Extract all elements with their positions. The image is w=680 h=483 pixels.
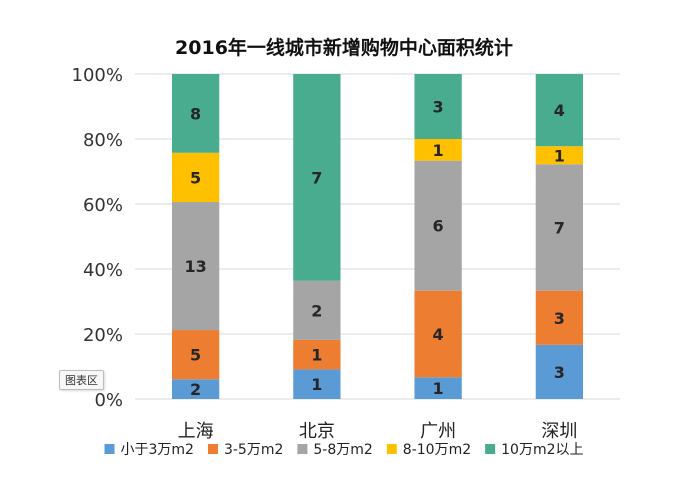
y-tick-label: 0%	[94, 390, 123, 411]
data-label: 4	[433, 325, 444, 344]
legend-label: 10万m2以上	[501, 442, 583, 458]
x-tick-label: 北京	[299, 421, 335, 442]
chart-title: 2016年一线城市新增购物中心面积统计	[175, 36, 513, 59]
bar-segment	[535, 290, 584, 345]
bar-segment	[414, 160, 462, 291]
data-label: 7	[554, 218, 565, 237]
y-axis: 0% 20% 40% 60% 80% 100%	[72, 65, 123, 411]
data-label: 1	[433, 379, 444, 398]
y-tick-label: 40%	[83, 260, 123, 281]
data-label: 8	[190, 104, 201, 123]
chart-area-tooltip: 图表区	[59, 370, 104, 390]
data-label: 2	[190, 380, 201, 399]
bar-segment	[171, 202, 220, 331]
y-tick-label: 100%	[72, 65, 123, 86]
legend-label: 小于3万m2	[121, 442, 194, 458]
data-label: 13	[184, 257, 206, 276]
legend-item: 3-5万m2	[207, 442, 283, 458]
data-label: 4	[554, 101, 565, 120]
bar-segment	[171, 330, 220, 380]
data-label: 1	[433, 141, 444, 160]
legend-item: 5-8万m2	[297, 442, 373, 458]
x-tick-label: 上海	[178, 421, 214, 442]
bar-segment	[414, 290, 462, 378]
bar-segment	[414, 74, 462, 139]
data-label: 3	[554, 309, 565, 328]
x-tick-label: 深圳	[541, 421, 577, 442]
bar-segment	[535, 164, 584, 291]
legend-swatch	[207, 444, 218, 454]
bar-segment	[293, 74, 341, 281]
bar-segment	[171, 152, 220, 203]
legend-label: 3-5万m2	[224, 442, 283, 458]
legend-swatch	[297, 444, 308, 454]
bar-segment	[293, 339, 341, 370]
legend-label: 5-8万m2	[313, 442, 372, 458]
bar-segment	[535, 74, 584, 147]
bar-segment	[535, 146, 584, 165]
bar-segment	[535, 344, 584, 399]
bar-segment	[414, 377, 462, 399]
data-label: 7	[311, 168, 322, 187]
legend-label: 8-10万m2	[403, 442, 471, 458]
legend-item: 小于3万m2	[104, 442, 194, 458]
y-tick-label: 80%	[83, 130, 123, 151]
x-axis: 上海 北京 广州 深圳	[178, 421, 578, 442]
data-label: 3	[554, 363, 565, 382]
bar-segment	[414, 139, 462, 161]
legend-swatch	[485, 444, 496, 454]
bar-segment	[171, 74, 220, 153]
legend: 小于3万m2 3-5万m2 5-8万m2 8-10万m2 10万m2以上	[104, 442, 583, 458]
data-label: 2	[311, 301, 322, 320]
data-label: 3	[433, 98, 444, 117]
legend-item: 10万m2以上	[485, 442, 583, 458]
data-label: 6	[433, 217, 444, 236]
y-tick-label: 20%	[83, 325, 123, 346]
data-label: 1	[554, 146, 565, 165]
data-label: 5	[190, 168, 201, 187]
legend-item: 8-10万m2	[386, 442, 471, 458]
data-label: 1	[311, 346, 322, 365]
y-tick-label: 60%	[83, 195, 123, 216]
bar-segment	[293, 369, 341, 399]
bar-segment	[171, 379, 220, 399]
data-label: 1	[311, 375, 322, 394]
x-tick-label: 广州	[420, 421, 456, 442]
bar-segment	[293, 280, 341, 340]
legend-swatch	[386, 444, 397, 454]
legend-swatch	[104, 444, 115, 454]
data-label: 5	[190, 346, 201, 365]
